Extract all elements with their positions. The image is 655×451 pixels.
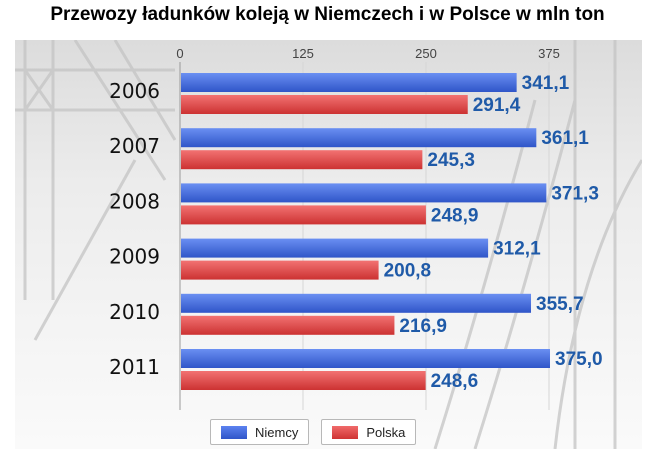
data-label: 371,3 <box>551 183 599 204</box>
bars <box>181 73 550 390</box>
data-label: 341,1 <box>522 73 570 94</box>
legend-swatch-polska <box>332 425 359 439</box>
data-label: 216,9 <box>399 316 447 337</box>
bar-niemcy <box>181 293 532 313</box>
legend-swatch-niemcy <box>221 425 247 439</box>
category-label: 2011 <box>109 355 160 379</box>
bar-niemcy <box>181 128 537 148</box>
data-label: 248,9 <box>431 205 479 226</box>
bar-polska <box>181 315 395 335</box>
category-label: 2009 <box>109 245 160 269</box>
data-label: 355,7 <box>536 294 584 315</box>
data-label: 312,1 <box>493 239 541 260</box>
bar-polska <box>181 150 423 170</box>
data-label: 200,8 <box>384 261 432 282</box>
chart-title: Przewozy ładunków koleją w Niemczech i w… <box>50 4 605 25</box>
bar-polska <box>181 371 426 390</box>
data-label: 375,0 <box>555 349 603 370</box>
category-label: 2008 <box>109 189 160 213</box>
data-label: 245,3 <box>427 150 475 171</box>
x-tick-label: 375 <box>538 46 560 61</box>
category-label: 2010 <box>109 300 160 324</box>
legend-label-niemcy: Niemcy <box>255 424 299 440</box>
railway-background-image <box>15 40 642 449</box>
x-tick-label: 125 <box>292 46 314 61</box>
bar-niemcy <box>181 349 550 368</box>
bar-polska <box>181 95 468 114</box>
legend-label-polska: Polska <box>366 424 406 440</box>
data-label: 291,4 <box>473 95 521 116</box>
legend-item-polska[interactable]: Polska <box>321 419 417 445</box>
bar-niemcy <box>181 183 547 203</box>
data-label: 361,1 <box>541 128 589 149</box>
category-label: 2006 <box>109 79 160 103</box>
x-tick-label: 0 <box>176 46 183 61</box>
bar-niemcy <box>181 238 489 258</box>
bar-polska <box>181 260 379 280</box>
bar-polska <box>181 205 426 225</box>
category-label: 2007 <box>109 134 160 158</box>
x-tick-label: 250 <box>415 46 437 61</box>
legend: Niemcy Polska <box>210 419 424 447</box>
bar-niemcy <box>181 73 517 92</box>
legend-item-niemcy[interactable]: Niemcy <box>210 419 310 445</box>
data-label: 248,6 <box>431 371 479 392</box>
